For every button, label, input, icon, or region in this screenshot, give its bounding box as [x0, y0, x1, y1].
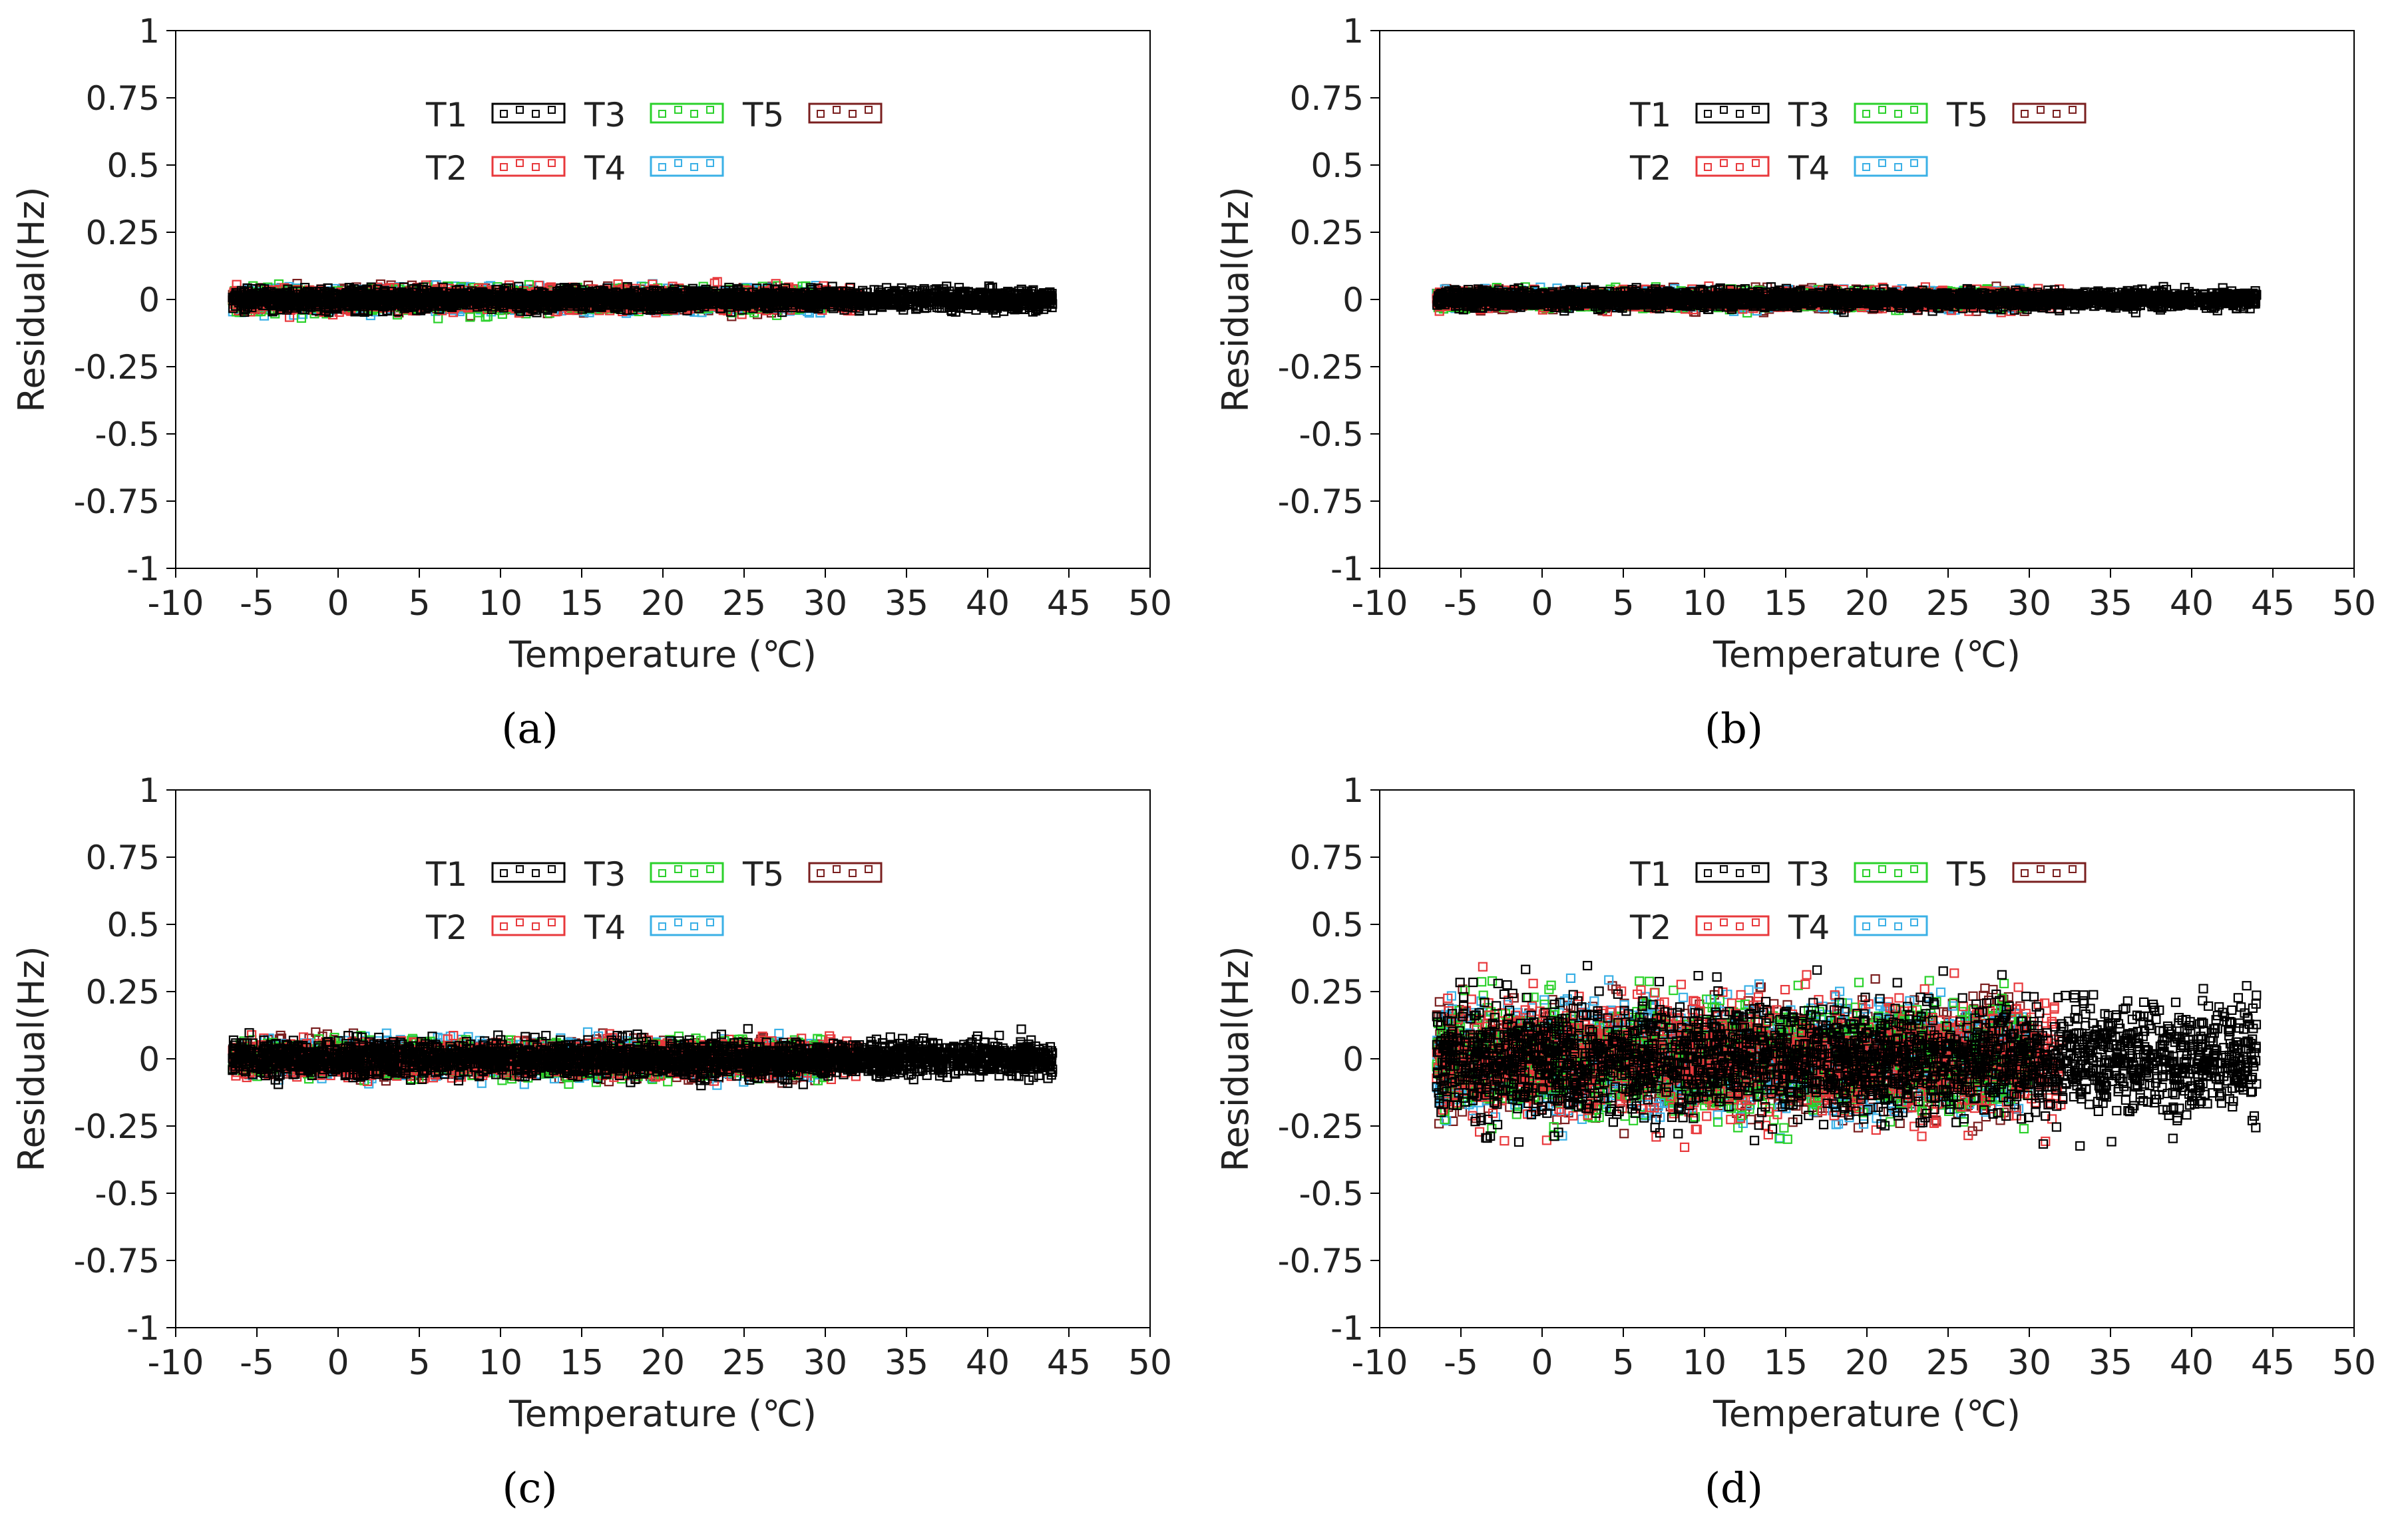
- point: [712, 277, 722, 287]
- scatter-points: [228, 277, 1058, 323]
- chart-panel-a: -10 -5 0 5 10 15 20 25 30 35 40 45 50 1 0.75 0.5 0.25 0 -0…: [0, 0, 1204, 759]
- chart-svg-a: -10 -5 0 5 10 15 20 25 30 35 40 45 5010.750.50.250-0…: [11, 12, 1172, 753]
